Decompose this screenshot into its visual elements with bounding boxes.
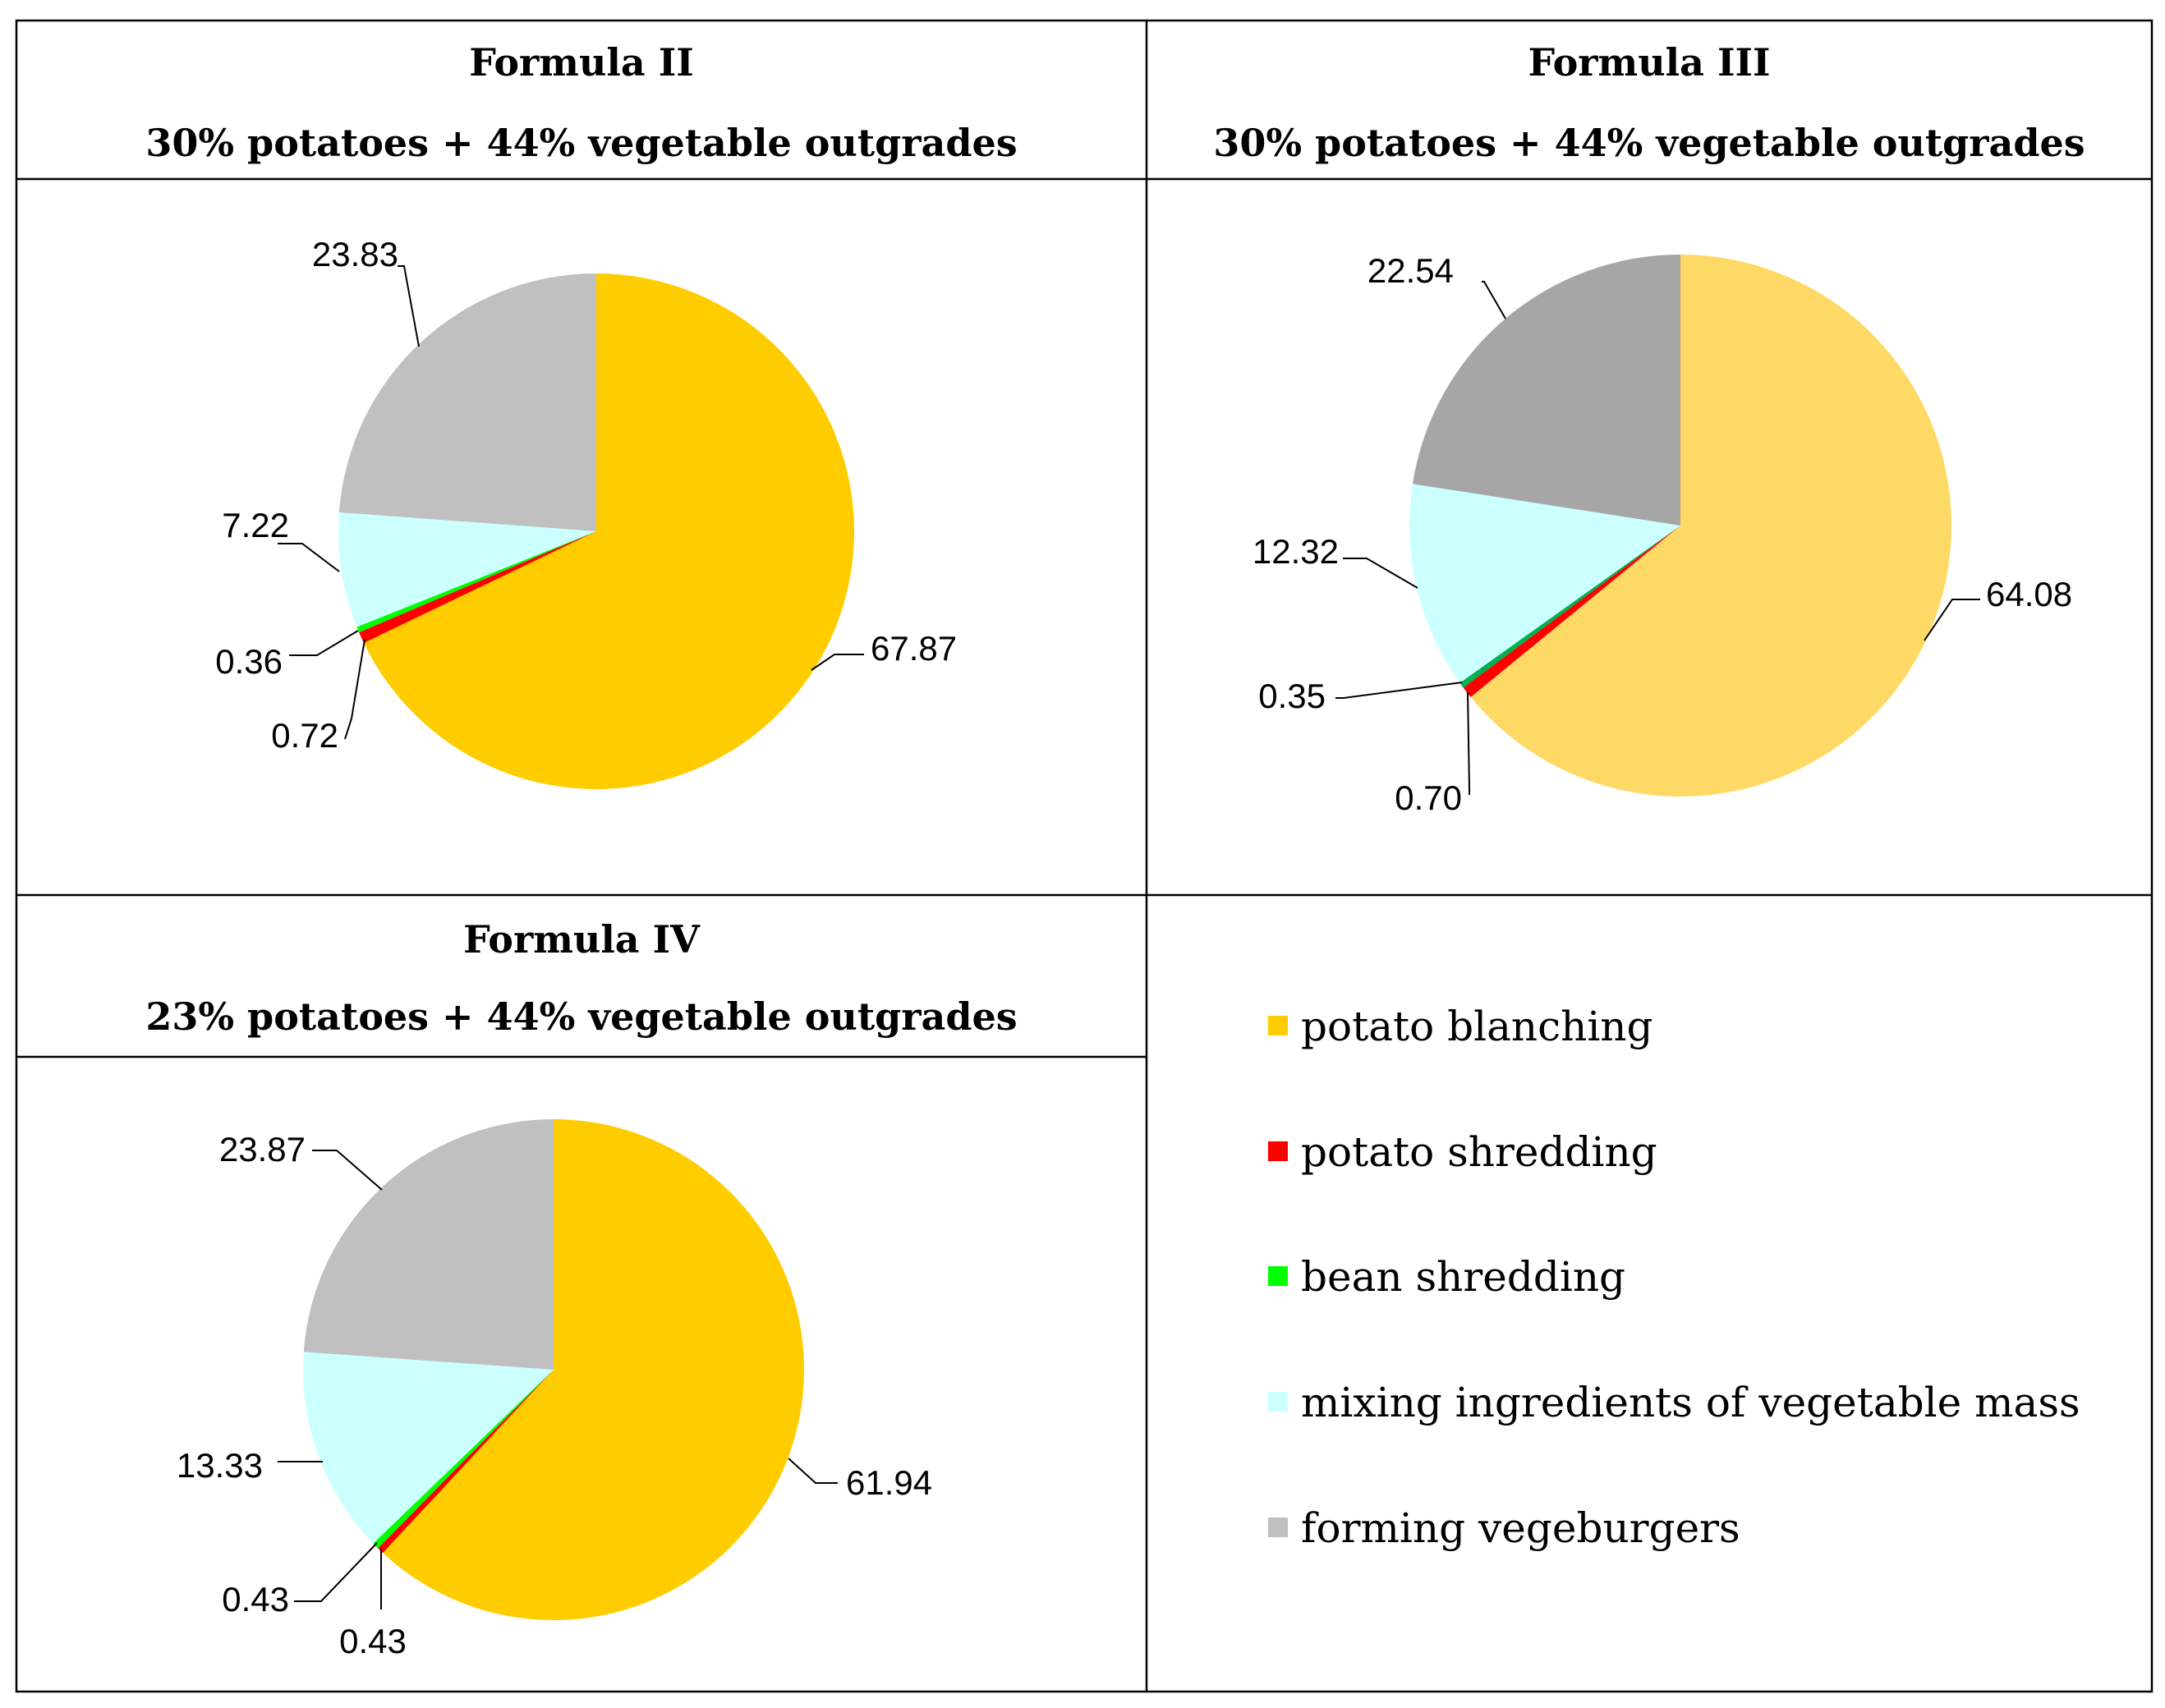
pie-chart-formula-iv: 61.94 0.43 0.43 13.33 23.87 [177,1118,932,1660]
pie-slice-bean-shredding [373,1370,554,1549]
data-label-bean-shredding: 0.35 [1258,677,1326,715]
leader-line-potato-blanching [1924,599,1980,641]
data-label-forming-vegeburgers: 23.83 [312,235,398,273]
data-label-potato-blanching: 64.08 [1986,575,2072,613]
leader-line-bean-shredding [1335,682,1463,699]
legend-label-bean-shredding: bean shredding [1301,1253,1625,1301]
pie-slice-potato-shredding [1463,526,1680,697]
legend-label-mixing: mixing ingredients of vegetable mass [1301,1379,2080,1426]
leader-line-forming-vegeburgers [312,1150,383,1191]
pie-slice-potato-shredding [378,1370,554,1554]
data-label-potato-blanching: 67.87 [871,629,957,668]
pie-chart-formula-ii: 67.87 0.72 0.36 7.22 23.83 [215,235,957,790]
pie-slice-forming-vegeburgers [338,273,596,531]
panel-title-formula-iii: Formula III [1528,40,1770,85]
pie-slice-potato-blanching [363,273,854,790]
pie-slice-mixing-ingredients-of-vegetable-mass [1409,484,1680,683]
data-label-mixing-ingredients-of-vegetable-mass: 7.22 [222,506,289,544]
data-label-bean-shredding: 0.36 [215,642,283,681]
pie-slice-potato-shredding [359,531,596,644]
data-label-potato-shredding: 0.70 [1395,778,1462,817]
legend-swatch-forming-vegeburgers [1268,1517,1288,1537]
leader-line-bean-shredding [289,630,359,656]
data-label-forming-vegeburgers: 23.87 [219,1130,306,1169]
data-label-forming-vegeburgers: 22.54 [1367,251,1454,290]
leader-line-potato-shredding [344,639,365,740]
panel-subtitle-formula-iii: 30% potatoes + 44% vegetable outgrades [1213,121,2085,165]
pie-chart-formula-iii: 64.08 0.70 0.35 12.32 22.54 [1253,251,2072,817]
panel-title-formula-iv: Formula IV [463,917,701,962]
pie-slice-bean-shredding [1459,526,1680,688]
data-label-potato-blanching: 61.94 [846,1463,932,1502]
leader-line-forming-vegeburgers [1482,281,1506,319]
legend-item-bean-shredding: bean shredding [1268,1253,1625,1301]
pie-slice-forming-vegeburgers [1412,255,1680,526]
panel-subtitle-formula-ii: 30% potatoes + 44% vegetable outgrades [145,121,1017,165]
leader-line-mixing-ingredients-of-vegetable-mass [278,543,340,572]
pie-slice-mixing-ingredients-of-vegetable-mass [303,1352,554,1544]
legend-label-potato-blanching: potato blanching [1301,1003,1653,1050]
legend-label-potato-shredding: potato shredding [1301,1128,1657,1176]
data-label-mixing-ingredients-of-vegetable-mass: 13.33 [177,1446,263,1485]
data-label-potato-shredding: 0.43 [339,1622,407,1660]
legend-item-mixing: mixing ingredients of vegetable mass [1268,1379,2080,1426]
legend: potato blanching potato shredding bean s… [1268,1003,2080,1552]
legend-item-forming-vegeburgers: forming vegeburgers [1268,1504,1740,1552]
legend-item-potato-blanching: potato blanching [1268,1003,1653,1050]
leader-line-mixing-ingredients-of-vegetable-mass [1343,558,1418,589]
panel-title-formula-ii: Formula II [469,40,694,85]
leader-line-potato-shredding [1467,691,1470,795]
data-label-mixing-ingredients-of-vegetable-mass: 12.32 [1253,532,1339,571]
leader-line-potato-blanching [788,1458,838,1484]
pie-slice-forming-vegeburgers [303,1119,554,1370]
legend-swatch-mixing [1268,1392,1288,1412]
pie-slice-potato-blanching [383,1118,805,1620]
panel-subtitle-formula-iv: 23% potatoes + 44% vegetable outgrades [145,994,1017,1039]
leader-line-bean-shredding [294,1542,378,1602]
data-label-bean-shredding: 0.43 [222,1580,289,1618]
legend-swatch-potato-blanching [1268,1016,1288,1035]
table-grid [15,19,2154,1693]
legend-item-potato-shredding: potato shredding [1268,1128,1657,1176]
data-label-potato-shredding: 0.72 [271,716,338,755]
leader-line-potato-blanching [811,654,864,671]
table-border [15,19,2154,1693]
legend-swatch-potato-shredding [1268,1141,1288,1161]
pie-slice-mixing-ingredients-of-vegetable-mass [338,512,596,627]
legend-swatch-bean-shredding [1268,1266,1288,1286]
leader-line-forming-vegeburgers [398,265,420,347]
legend-label-forming-vegeburgers: forming vegeburgers [1301,1504,1740,1552]
pie-slice-bean-shredding [356,531,596,633]
pie-slice-potato-blanching [1470,255,1952,797]
